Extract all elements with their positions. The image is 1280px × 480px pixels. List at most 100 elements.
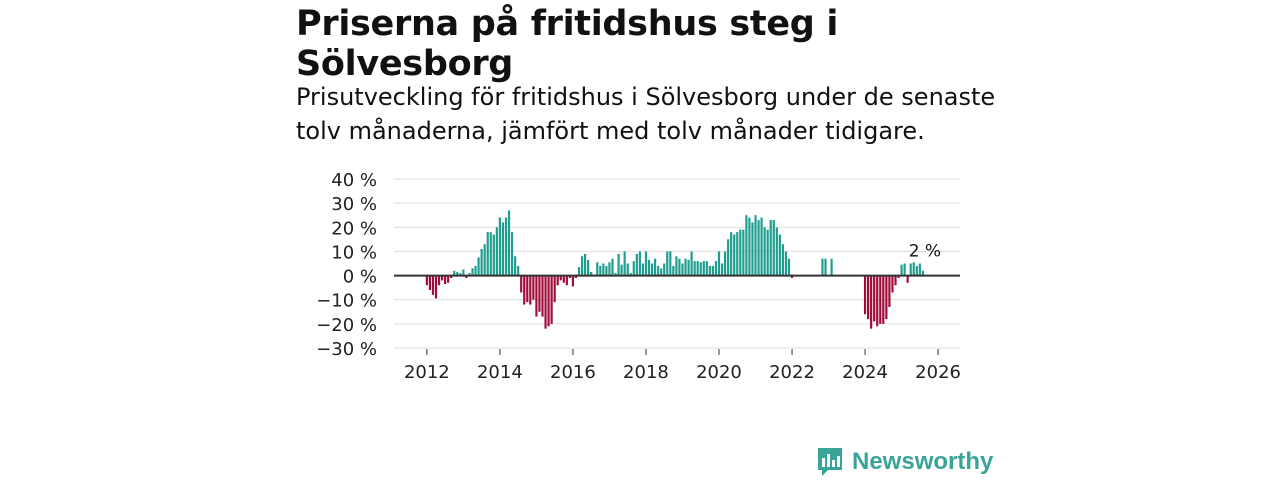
bar — [873, 275, 876, 322]
bar — [769, 220, 772, 276]
bar — [425, 275, 428, 286]
bar — [617, 253, 620, 276]
bar — [605, 265, 608, 276]
y-tick-label: 30 % — [331, 194, 377, 215]
bar — [523, 275, 526, 305]
bar — [863, 275, 867, 315]
bar — [672, 265, 675, 276]
bar — [906, 275, 909, 283]
bar — [897, 275, 900, 278]
bar — [891, 275, 894, 293]
bar — [440, 275, 444, 281]
bar — [611, 258, 614, 276]
bar — [900, 264, 903, 276]
x-axis: 2012 2014 2016 2018 2020 2022 2024 2026 — [404, 349, 961, 383]
x-tick-label: 2022 — [769, 362, 815, 383]
bar — [696, 261, 699, 276]
bar — [489, 232, 492, 276]
bar — [660, 268, 663, 276]
bar — [885, 275, 888, 320]
bar — [638, 251, 641, 276]
bar — [532, 275, 535, 300]
bar — [702, 261, 705, 276]
bar — [733, 234, 736, 276]
bar — [824, 258, 827, 276]
bar — [778, 234, 781, 276]
bar — [620, 264, 623, 276]
bar — [714, 261, 718, 276]
bar — [720, 263, 724, 276]
bar — [459, 273, 462, 276]
bar — [526, 275, 529, 303]
bar — [921, 270, 924, 276]
bar — [653, 258, 657, 276]
bar — [602, 263, 605, 276]
bar — [751, 222, 754, 276]
bar — [486, 232, 489, 276]
bar — [456, 271, 459, 276]
bar — [644, 251, 648, 276]
bar — [894, 275, 897, 286]
bar — [428, 275, 432, 291]
bar — [517, 265, 520, 276]
latest-value-label: 2 % — [909, 242, 941, 262]
bar — [821, 258, 824, 276]
bar — [626, 263, 629, 276]
bar — [870, 275, 873, 329]
bar — [596, 262, 599, 276]
bar — [757, 220, 760, 276]
bar — [711, 265, 715, 276]
bar — [830, 258, 833, 276]
bar — [742, 229, 745, 276]
bar — [504, 217, 508, 276]
newsworthy-brand[interactable]: Newsworthy — [816, 446, 993, 478]
bar — [790, 275, 794, 278]
bar — [547, 275, 550, 327]
bar — [437, 275, 441, 286]
bar — [431, 275, 435, 295]
bar — [867, 275, 870, 320]
bar — [541, 275, 544, 317]
bars — [425, 210, 924, 329]
bar — [772, 220, 775, 276]
bar — [556, 275, 559, 286]
bar — [723, 251, 727, 276]
bar — [571, 275, 575, 287]
bar — [708, 265, 711, 276]
bar — [647, 259, 651, 276]
bar — [739, 229, 742, 276]
bar — [584, 253, 587, 276]
bar — [495, 227, 498, 276]
bar — [663, 263, 666, 276]
bar — [912, 262, 915, 276]
newsworthy-logo-icon — [818, 448, 842, 476]
bar — [544, 275, 547, 329]
bar — [781, 244, 784, 276]
bar — [882, 275, 885, 324]
y-tick-label: 10 % — [331, 242, 377, 263]
x-tick-label: 2026 — [915, 362, 961, 383]
bar — [730, 232, 733, 276]
bar — [462, 269, 465, 276]
bar — [717, 251, 721, 276]
bar — [693, 261, 696, 276]
bar — [650, 263, 654, 276]
bar — [568, 275, 571, 278]
y-tick-label: 0 % — [343, 267, 377, 288]
bar — [444, 275, 447, 285]
bar — [520, 275, 523, 293]
bar — [687, 259, 690, 276]
bar — [784, 251, 788, 276]
bar — [538, 275, 541, 312]
bar — [468, 273, 471, 276]
y-tick-label: −20 % — [316, 315, 377, 336]
bar — [684, 258, 687, 276]
bar — [705, 261, 708, 276]
bar — [699, 262, 702, 276]
bar — [590, 271, 593, 276]
x-tick-label: 2018 — [623, 362, 669, 383]
bar — [510, 232, 514, 276]
bar — [562, 275, 565, 283]
bar — [918, 263, 921, 276]
